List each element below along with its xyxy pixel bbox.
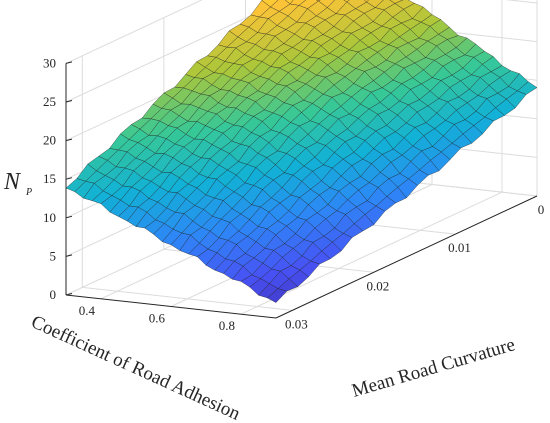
z-axis-label-main: N — [3, 169, 22, 195]
x-tick-label: 0 — [538, 202, 545, 217]
surface-patch — [284, 0, 294, 5]
z-tick-label: 0 — [50, 287, 57, 302]
surface-patch — [266, 288, 288, 303]
z-tick-label: 20 — [43, 133, 56, 148]
z-tick-mark — [65, 100, 73, 103]
y-axis-line — [65, 294, 277, 319]
z-axis-label-subscript: P — [25, 187, 32, 198]
z-tick-mark — [65, 138, 73, 142]
y-tick-label: 0.4 — [79, 303, 96, 318]
y-axis-label: Coefficient of Road Adhesion — [28, 311, 244, 423]
z-axis-label: N P — [3, 169, 32, 198]
z-tick-mark — [65, 254, 73, 257]
z-tick-label: 30 — [43, 55, 56, 70]
z-tick-label: 5 — [50, 248, 57, 263]
z-tick-label: 15 — [43, 171, 56, 186]
z-tick-mark — [65, 177, 73, 180]
surface-patch — [343, 0, 350, 3]
x-tick-label: 0.02 — [367, 278, 390, 293]
x-axis-line — [275, 195, 538, 319]
grid-line — [65, 0, 538, 103]
z-tick-mark — [65, 215, 73, 219]
surface-mesh — [65, 0, 538, 303]
y-tick-label: 0.8 — [219, 318, 235, 333]
x-tick-label: 0.01 — [448, 240, 471, 255]
grid-line — [65, 0, 203, 64]
x-axis-label: Mean Road Curvature — [350, 334, 518, 402]
z-tick-label: 25 — [43, 94, 56, 109]
z-tick-mark — [65, 293, 73, 296]
axis-ticks: 0 5 10 15 20 25 30 0.4 0.6 0.8 0 0.01 0.02 0.03 — [43, 55, 544, 333]
surface-patch — [364, 0, 369, 3]
y-tick-label: 0.6 — [149, 311, 166, 326]
x-tick-label: 0.03 — [285, 316, 308, 331]
z-tick-label: 10 — [43, 210, 56, 225]
z-tick-mark — [65, 61, 73, 64]
